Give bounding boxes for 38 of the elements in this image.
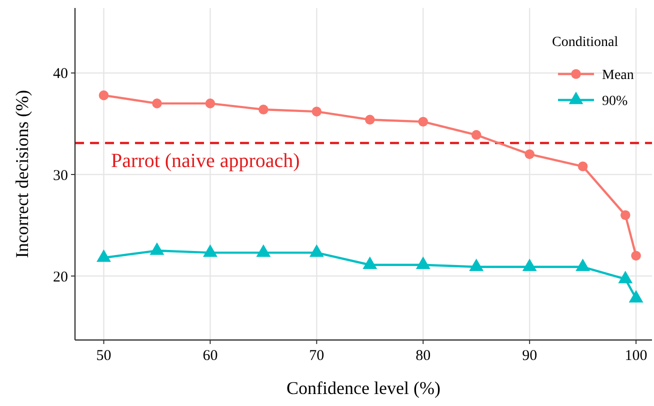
point (150, 242, 164, 255)
x-tick-label: 70 (309, 348, 324, 364)
legend-label: Mean (602, 68, 634, 83)
point (522, 258, 537, 272)
x-tick-label: 90 (522, 348, 538, 364)
y-axis-title: Incorrect decisions (%) (12, 90, 32, 258)
point (362, 256, 378, 270)
x-tick-label: 50 (96, 348, 112, 364)
point (98, 90, 109, 100)
point (524, 149, 534, 160)
point (258, 104, 268, 114)
point (205, 98, 216, 108)
ref-line-label: Parrot (naive approach) (111, 150, 300, 172)
point (618, 270, 633, 284)
point (469, 258, 484, 272)
point (416, 256, 430, 270)
point (152, 98, 162, 108)
legend-title: Conditional (552, 35, 618, 50)
x-tick-label: 80 (416, 348, 431, 364)
point (256, 244, 271, 257)
point (576, 258, 590, 272)
y-tick-label: 20 (53, 269, 68, 286)
point (365, 114, 375, 125)
point (620, 210, 630, 220)
point (628, 290, 644, 303)
y-tick-label: 40 (53, 66, 68, 82)
x-tick-label: 60 (202, 348, 218, 364)
x-axis-title: Confidence level (%) (286, 378, 440, 398)
point (312, 106, 322, 116)
point (578, 162, 588, 172)
point (96, 249, 111, 262)
point (471, 130, 482, 140)
legend-label: 90% (602, 94, 628, 109)
point (418, 116, 428, 127)
point (202, 244, 218, 257)
x-tick-label: 100 (624, 348, 648, 364)
y-tick-label: 30 (53, 168, 68, 184)
point (309, 244, 324, 257)
